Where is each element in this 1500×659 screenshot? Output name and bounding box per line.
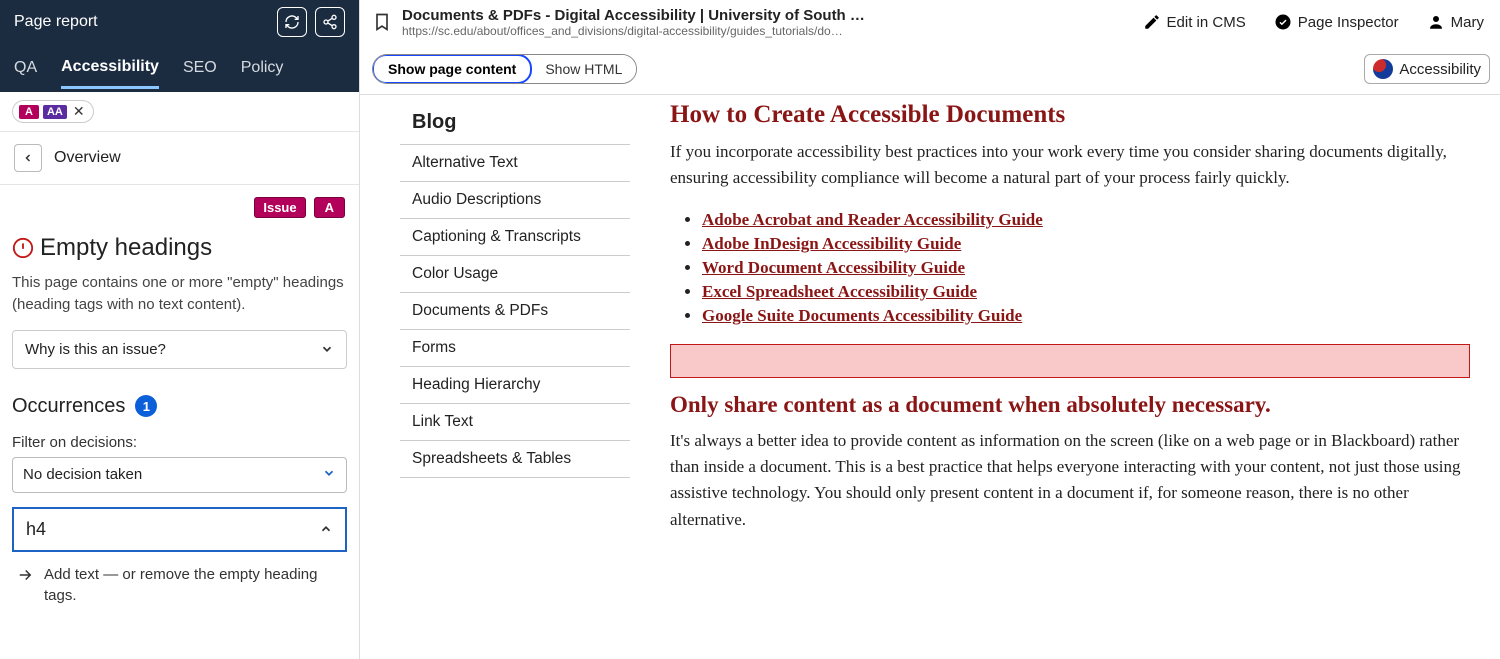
- list-item: Excel Spreadsheet Accessibility Guide: [702, 282, 1470, 302]
- page-title: Documents & PDFs - Digital Accessibility…: [402, 7, 865, 24]
- page-inspector-button[interactable]: Page Inspector: [1274, 13, 1399, 31]
- list-item: Adobe Acrobat and Reader Accessibility G…: [702, 210, 1470, 230]
- list-item: Google Suite Documents Accessibility Gui…: [702, 306, 1470, 326]
- report-tabs: QA Accessibility SEO Policy: [0, 44, 359, 92]
- edit-label: Edit in CMS: [1167, 14, 1246, 31]
- article-content: How to Create Accessible Documents If yo…: [670, 101, 1470, 639]
- issue-flag: Issue: [254, 197, 305, 218]
- nav-item[interactable]: Color Usage: [400, 256, 630, 293]
- article-side-nav: Blog Alternative TextAudio DescriptionsC…: [400, 101, 630, 639]
- occurrences-heading: Occurrences 1: [12, 395, 347, 418]
- chevron-up-icon: [319, 522, 333, 536]
- issue-description: This page contains one or more "empty" h…: [12, 272, 347, 316]
- occurrence-suggestion: Add text — or remove the empty heading t…: [44, 564, 343, 606]
- conformance-pill[interactable]: A AA ✕: [12, 100, 94, 123]
- occurrence-item[interactable]: h4: [12, 507, 347, 552]
- list-item: Adobe InDesign Accessibility Guide: [702, 234, 1470, 254]
- nav-heading: Blog: [400, 101, 630, 144]
- page-url: https://sc.edu/about/offices_and_divisio…: [402, 24, 865, 38]
- inspector-label: Page Inspector: [1298, 14, 1399, 31]
- share-button[interactable]: [315, 7, 345, 37]
- edit-in-cms-button[interactable]: Edit in CMS: [1143, 13, 1246, 31]
- user-menu[interactable]: Mary: [1427, 13, 1484, 31]
- nav-item[interactable]: Audio Descriptions: [400, 182, 630, 219]
- nav-item[interactable]: Documents & PDFs: [400, 293, 630, 330]
- clear-filter-icon[interactable]: ✕: [71, 103, 87, 120]
- why-label: Why is this an issue?: [25, 341, 166, 358]
- article-paragraph: If you incorporate accessibility best pr…: [670, 139, 1470, 192]
- overview-label: Overview: [54, 149, 121, 167]
- level-flag: A: [314, 197, 345, 218]
- occurrence-tag: h4: [26, 519, 46, 540]
- guide-link[interactable]: Adobe InDesign Accessibility Guide: [702, 234, 961, 253]
- view-toolbar: Show page content Show HTML Accessibilit…: [360, 44, 1500, 95]
- guide-link[interactable]: Adobe Acrobat and Reader Accessibility G…: [702, 210, 1043, 229]
- warning-icon: [12, 237, 34, 259]
- tab-policy[interactable]: Policy: [241, 49, 284, 87]
- user-icon: [1427, 13, 1445, 31]
- show-html-button[interactable]: Show HTML: [531, 55, 636, 83]
- filter-label: Filter on decisions:: [12, 434, 347, 451]
- decision-filter-select[interactable]: No decision taken: [12, 457, 347, 493]
- nav-item[interactable]: Link Text: [400, 404, 630, 441]
- guide-link-list: Adobe Acrobat and Reader Accessibility G…: [702, 210, 1470, 326]
- accessibility-mode-pill[interactable]: Accessibility: [1364, 54, 1490, 84]
- refresh-icon: [284, 14, 300, 30]
- why-expander[interactable]: Why is this an issue?: [12, 330, 347, 369]
- nav-item[interactable]: Spreadsheets & Tables: [400, 441, 630, 478]
- nav-item[interactable]: Captioning & Transcripts: [400, 219, 630, 256]
- panel-title: Page report: [14, 13, 98, 31]
- content-panel: Documents & PDFs - Digital Accessibility…: [360, 0, 1500, 659]
- nav-item[interactable]: Heading Hierarchy: [400, 367, 630, 404]
- guide-link[interactable]: Google Suite Documents Accessibility Gui…: [702, 306, 1022, 325]
- bookmark-icon[interactable]: [372, 12, 392, 32]
- accessibility-logo-icon: [1373, 59, 1393, 79]
- chevron-left-icon: [22, 152, 34, 164]
- pencil-icon: [1143, 13, 1161, 31]
- issue-title: Empty headings: [40, 234, 212, 262]
- share-icon: [322, 14, 338, 30]
- decision-filter-value: No decision taken: [23, 466, 142, 483]
- nav-item[interactable]: Forms: [400, 330, 630, 367]
- guide-link[interactable]: Word Document Accessibility Guide: [702, 258, 965, 277]
- article-heading-1: How to Create Accessible Documents: [670, 101, 1470, 129]
- guide-link[interactable]: Excel Spreadsheet Accessibility Guide: [702, 282, 977, 301]
- article-heading-2: Only share content as a document when ab…: [670, 392, 1470, 418]
- level-aa-badge: AA: [43, 105, 67, 119]
- view-segmented: Show page content Show HTML: [372, 54, 637, 84]
- show-page-content-button[interactable]: Show page content: [372, 54, 532, 84]
- level-a-badge: A: [19, 105, 39, 119]
- chevron-down-icon: [320, 342, 334, 356]
- list-item: Word Document Accessibility Guide: [702, 258, 1470, 278]
- empty-heading-highlight[interactable]: [670, 344, 1470, 378]
- chevron-down-icon: [322, 466, 336, 480]
- tab-accessibility[interactable]: Accessibility: [61, 48, 159, 89]
- tab-qa[interactable]: QA: [14, 49, 37, 87]
- back-button[interactable]: [14, 144, 42, 172]
- page-report-panel: Page report QA Accessibility SEO Policy …: [0, 0, 360, 659]
- tab-seo[interactable]: SEO: [183, 49, 217, 87]
- occurrences-count: 1: [135, 395, 157, 417]
- occurrence-detail: Add text — or remove the empty heading t…: [12, 552, 347, 618]
- article-paragraph: It's always a better idea to provide con…: [670, 428, 1470, 533]
- arrow-right-icon: [16, 566, 34, 584]
- refresh-button[interactable]: [277, 7, 307, 37]
- nav-item[interactable]: Alternative Text: [400, 145, 630, 182]
- occurrences-label: Occurrences: [12, 395, 125, 418]
- page-header: Documents & PDFs - Digital Accessibility…: [360, 0, 1500, 44]
- issue-flags: Issue A: [12, 185, 347, 228]
- conformance-filter-row: A AA ✕: [0, 92, 359, 132]
- overview-row: Overview: [0, 132, 359, 185]
- panel-titlebar: Page report: [0, 0, 359, 44]
- user-name: Mary: [1451, 14, 1484, 31]
- accessibility-mode-label: Accessibility: [1399, 61, 1481, 78]
- check-badge-icon: [1274, 13, 1292, 31]
